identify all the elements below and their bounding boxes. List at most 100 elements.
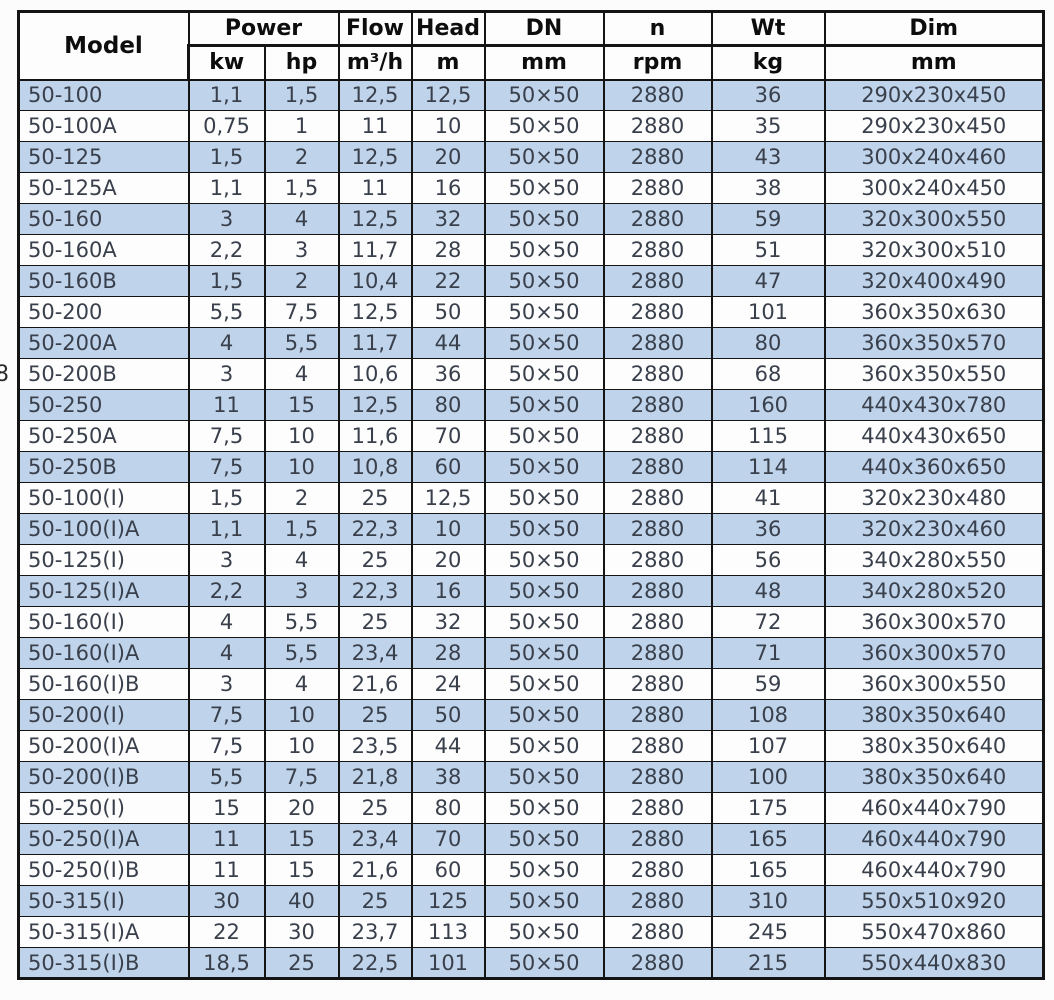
header-unit-n: rpm xyxy=(602,44,713,81)
cell-power-hp: 1,5 xyxy=(263,172,340,204)
cell-head: 10 xyxy=(410,110,486,142)
cell-power-kw: 1,5 xyxy=(187,482,266,514)
cell-rpm: 2880 xyxy=(602,823,713,855)
cell-weight: 68 xyxy=(710,358,826,390)
cell-flow: 12,5 xyxy=(337,141,413,173)
header-unit-hp: hp xyxy=(263,44,340,81)
cell-rpm: 2880 xyxy=(602,513,713,545)
cell-rpm: 2880 xyxy=(602,110,713,142)
header-wt: Wt xyxy=(710,10,826,47)
cell-rpm: 2880 xyxy=(602,544,713,576)
cell-head: 125 xyxy=(410,885,486,917)
cell-power-hp: 4 xyxy=(263,203,340,235)
cell-flow: 23,4 xyxy=(337,637,413,669)
table-row: 50-160B 1,5 2 10,4 22 50×50 2880 47 320x400x490 xyxy=(17,265,1045,297)
cell-power-hp: 25 xyxy=(263,947,340,980)
cell-flow: 21,6 xyxy=(337,854,413,886)
header-unit-flow: m³/h xyxy=(337,44,413,81)
header-n: n xyxy=(602,10,713,47)
cell-model: 50-250(I)B xyxy=(17,854,190,886)
margin-note: 8 xyxy=(0,362,9,387)
cell-model: 50-160 xyxy=(17,203,190,235)
cell-head: 36 xyxy=(410,358,486,390)
header-head: Head xyxy=(410,10,486,47)
table-row: 50-250(I)A 11 15 23,4 70 50×50 2880 165 460x440x… xyxy=(17,823,1045,855)
cell-dim: 300x240x450 xyxy=(823,172,1045,204)
cell-weight: 47 xyxy=(710,265,826,297)
cell-dim: 340x280x550 xyxy=(823,544,1045,576)
cell-flow: 10,8 xyxy=(337,451,413,483)
table-body: 50-100 1,1 1,5 12,5 12,5 50×50 2880 36 290x230x4… xyxy=(17,79,1045,980)
cell-power-kw: 7,5 xyxy=(187,420,266,452)
cell-power-kw: 18,5 xyxy=(187,947,266,980)
cell-model: 50-160A xyxy=(17,234,190,266)
table-row: 50-100(I)A 1,1 1,5 22,3 10 50×50 2880 36 320x230… xyxy=(17,513,1045,545)
cell-dim: 320x300x510 xyxy=(823,234,1045,266)
cell-flow: 25 xyxy=(337,606,413,638)
header-row-units: kw hp m³/h m mm rpm kg mm xyxy=(19,44,1045,81)
cell-power-hp: 20 xyxy=(263,792,340,824)
cell-power-hp: 5,5 xyxy=(263,327,340,359)
pump-spec-table: Model Power Flow Head DN n Wt Dim kw hp … xyxy=(17,10,1045,980)
cell-weight: 310 xyxy=(710,885,826,917)
cell-dn: 50×50 xyxy=(483,203,605,235)
cell-dn: 50×50 xyxy=(483,265,605,297)
cell-power-kw: 7,5 xyxy=(187,451,266,483)
cell-dn: 50×50 xyxy=(483,451,605,483)
cell-power-kw: 11 xyxy=(187,389,266,421)
header-unit-dim: mm xyxy=(823,44,1045,81)
cell-rpm: 2880 xyxy=(602,234,713,266)
cell-flow: 21,6 xyxy=(337,668,413,700)
cell-dn: 50×50 xyxy=(483,823,605,855)
cell-head: 113 xyxy=(410,916,486,948)
cell-flow: 11,7 xyxy=(337,234,413,266)
cell-dn: 50×50 xyxy=(483,358,605,390)
cell-dn: 50×50 xyxy=(483,513,605,545)
cell-flow: 22,5 xyxy=(337,947,413,980)
table-row: 50-160(I)B 3 4 21,6 24 50×50 2880 59 360x300x550 xyxy=(17,668,1045,700)
table-row: 50-100(I) 1,5 2 25 12,5 50×50 2880 41 320x230x48… xyxy=(17,482,1045,514)
cell-head: 70 xyxy=(410,420,486,452)
cell-dn: 50×50 xyxy=(483,234,605,266)
cell-dim: 440x430x650 xyxy=(823,420,1045,452)
cell-model: 50-160B xyxy=(17,265,190,297)
cell-power-kw: 3 xyxy=(187,358,266,390)
cell-rpm: 2880 xyxy=(602,358,713,390)
cell-weight: 114 xyxy=(710,451,826,483)
cell-power-kw: 22 xyxy=(187,916,266,948)
cell-power-hp: 7,5 xyxy=(263,761,340,793)
cell-power-kw: 3 xyxy=(187,668,266,700)
cell-rpm: 2880 xyxy=(602,699,713,731)
cell-power-kw: 5,5 xyxy=(187,761,266,793)
cell-model: 50-125A xyxy=(17,172,190,204)
cell-head: 12,5 xyxy=(410,79,486,111)
table-row: 50-250(I) 15 20 25 80 50×50 2880 175 460x440x790 xyxy=(17,792,1045,824)
cell-rpm: 2880 xyxy=(602,947,713,980)
cell-dn: 50×50 xyxy=(483,141,605,173)
cell-dim: 320x300x550 xyxy=(823,203,1045,235)
table-row: 50-250(I)B 11 15 21,6 60 50×50 2880 165 460x440x… xyxy=(17,854,1045,886)
cell-weight: 175 xyxy=(710,792,826,824)
cell-rpm: 2880 xyxy=(602,792,713,824)
table-row: 50-250 11 15 12,5 80 50×50 2880 160 440x430x780 xyxy=(17,389,1045,421)
table-row: 50-100 1,1 1,5 12,5 12,5 50×50 2880 36 290x230x4… xyxy=(17,79,1045,111)
table-row: 50-200(I)A 7,5 10 23,5 44 50×50 2880 107 380x350… xyxy=(17,730,1045,762)
cell-rpm: 2880 xyxy=(602,141,713,173)
cell-model: 50-125(I) xyxy=(17,544,190,576)
cell-head: 22 xyxy=(410,265,486,297)
cell-weight: 165 xyxy=(710,823,826,855)
header-unit-wt: kg xyxy=(710,44,826,81)
cell-flow: 22,3 xyxy=(337,513,413,545)
cell-power-hp: 40 xyxy=(263,885,340,917)
cell-model: 50-125(I)A xyxy=(17,575,190,607)
table-row: 50-160A 2,2 3 11,7 28 50×50 2880 51 320x300x510 xyxy=(17,234,1045,266)
cell-dim: 440x360x650 xyxy=(823,451,1045,483)
cell-power-kw: 1,1 xyxy=(187,172,266,204)
cell-head: 32 xyxy=(410,606,486,638)
cell-rpm: 2880 xyxy=(602,265,713,297)
cell-power-hp: 1 xyxy=(263,110,340,142)
cell-dim: 360x300x570 xyxy=(823,637,1045,669)
cell-dim: 360x300x550 xyxy=(823,668,1045,700)
cell-rpm: 2880 xyxy=(602,668,713,700)
